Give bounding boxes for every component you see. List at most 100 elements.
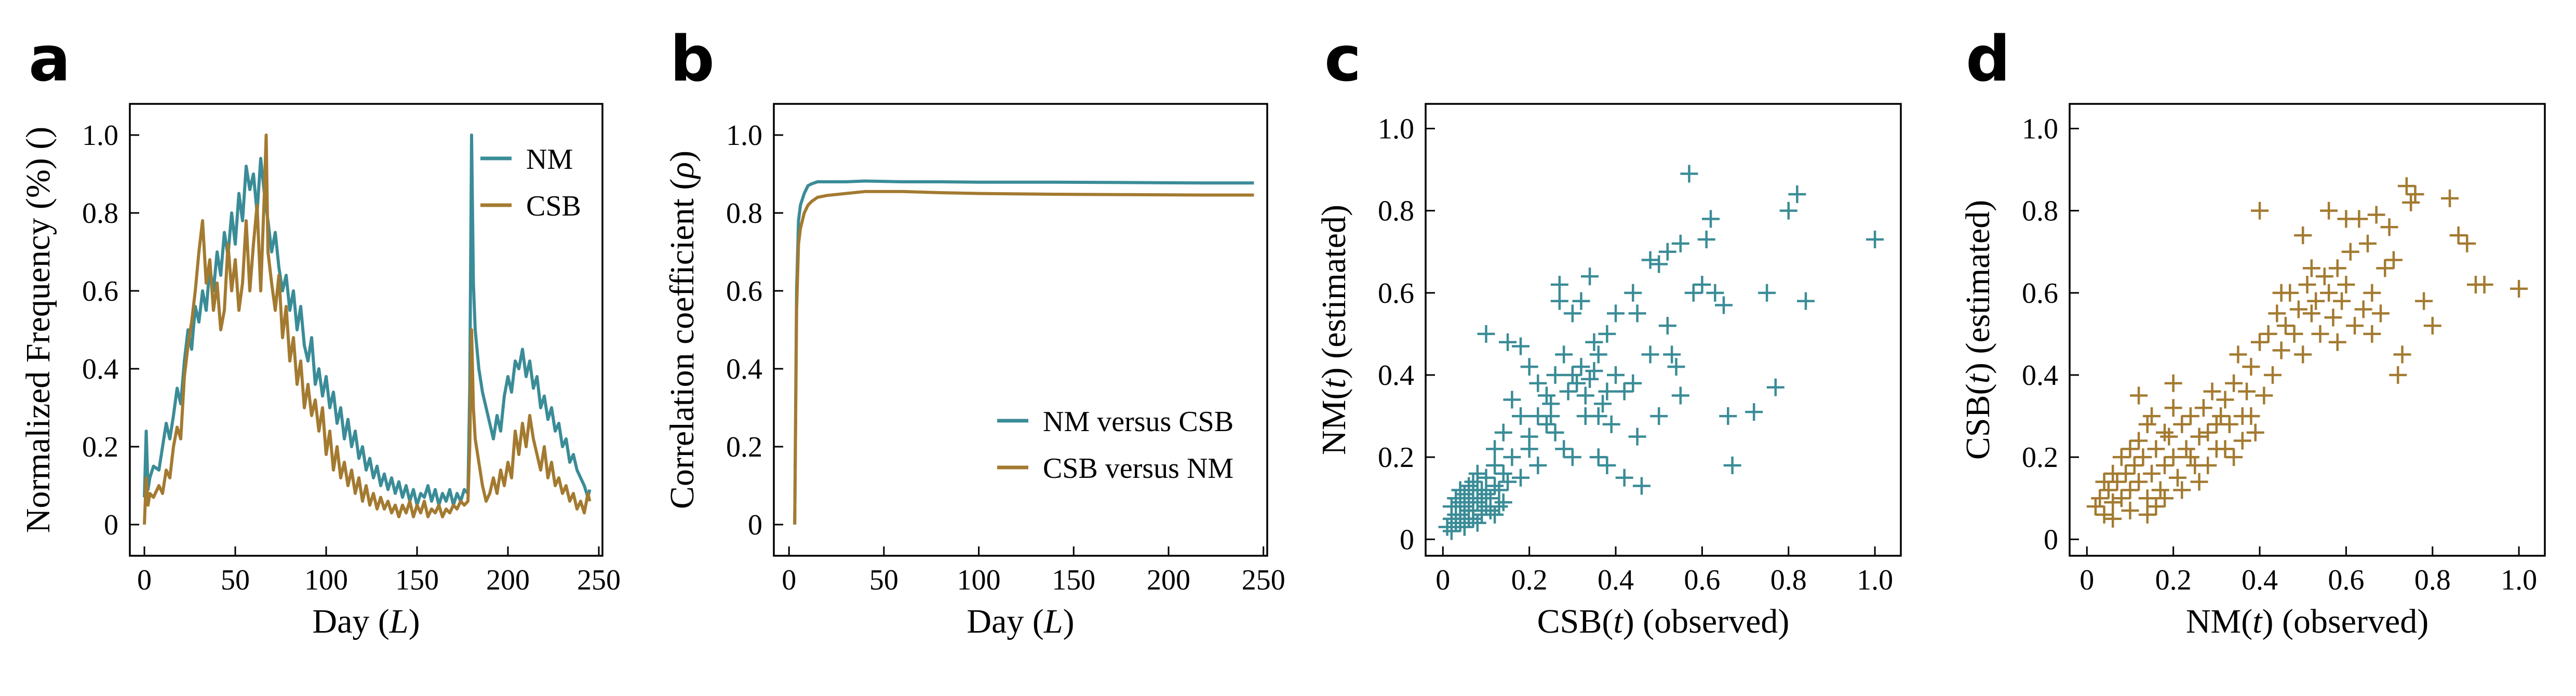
plot-area (143, 133, 592, 525)
scatter-point (1537, 386, 1555, 405)
panel-b: b 0 50 100 150 200 250 0 0.2 0.4 0.6 0.8 1.0 Day (L) C… (663, 23, 1285, 640)
scatter-point (1529, 374, 1547, 392)
scatter-point (2272, 341, 2290, 359)
axes-frame (2069, 103, 2546, 557)
legend-label: NM versus CSB (1043, 406, 1233, 438)
scatter-point (2406, 185, 2424, 203)
scatter-point (1680, 165, 1698, 183)
scatter-point (1628, 304, 1646, 323)
scatter-point (1766, 378, 1785, 396)
x-tick-label: 0.6 (1684, 564, 1720, 596)
x-tick-label: 0.8 (2414, 564, 2451, 596)
scatter-point (2164, 448, 2182, 466)
yaxis-label: Correlation coefficient (ρ) (663, 151, 701, 509)
scatter-point (1477, 469, 1495, 487)
y-tick-label: 1.0 (82, 119, 118, 152)
scatter-point (1797, 292, 1815, 310)
scatter-point (2346, 317, 2364, 335)
scatter-point (1486, 477, 1504, 495)
x-tick-label: 0.2 (2155, 564, 2192, 596)
scatter-point (2130, 432, 2148, 450)
scatter-point (1559, 382, 1577, 400)
scatter-point (1628, 427, 1646, 446)
scatter-point (2302, 259, 2320, 277)
y-tick-label: 0.4 (726, 353, 762, 385)
x-tick-label: 0.2 (1511, 564, 1548, 596)
scatter-point (2294, 226, 2312, 245)
scatter-point (1546, 366, 1564, 384)
scatter-point (2156, 489, 2174, 507)
scatter-point (2302, 304, 2320, 323)
panel-a: a 0 50 100 150 200 250 0 0.2 0.4 0.6 0.8 1.0 Day (L) N… (19, 23, 621, 640)
scatter-point (2095, 473, 2113, 491)
scatter-point (1745, 403, 1763, 421)
x-tick-label: 250 (577, 564, 621, 596)
y-tick-label: 0.2 (1378, 441, 1414, 474)
scatter-point (2138, 505, 2156, 524)
scatter-point (2441, 189, 2459, 207)
scatter-point (1477, 485, 1495, 503)
scatter-point (2328, 333, 2346, 351)
scatter-point (1438, 518, 1456, 536)
scatter-point (2311, 325, 2329, 343)
y-tick-label: 0.4 (82, 353, 118, 385)
scatter-point (2168, 469, 2186, 487)
scatter-point (2363, 325, 2381, 343)
scatter-point (1585, 333, 1603, 351)
xaxis-label: Day (L) (967, 603, 1074, 640)
scatter-point (1451, 514, 1469, 532)
panel-letter: d (1966, 23, 2010, 96)
x-tick-label: 0 (1435, 564, 1450, 596)
axes-frame (129, 103, 603, 557)
scatter-point (2229, 345, 2247, 364)
scatter-point (1520, 440, 1538, 458)
scatter-point (2121, 481, 2139, 499)
scatter-point (1555, 345, 1573, 364)
scatter-point (2190, 427, 2208, 446)
scatter-point (2276, 317, 2295, 335)
legend-label: NM (526, 143, 573, 176)
x-tick-label: 200 (1147, 564, 1190, 596)
scatter-point (2104, 510, 2122, 528)
scatter-point (2181, 448, 2199, 466)
scatter-point (1490, 498, 1508, 516)
y-tick-label: 0.8 (2022, 195, 2058, 227)
x-tick-label: 0 (137, 564, 152, 596)
scatter-point (2320, 284, 2338, 302)
scatter-point (2173, 415, 2191, 433)
scatter-point (2458, 234, 2476, 252)
scatter-point (1529, 407, 1547, 425)
scatter-point (2173, 481, 2191, 499)
y-tick-label: 0.8 (82, 197, 118, 230)
scatter-point (2259, 325, 2277, 343)
scatter-point (2246, 423, 2264, 441)
scatter-point (1576, 386, 1594, 405)
scatter-point (1714, 296, 1733, 314)
series-line-csb-versus-nm (793, 190, 1254, 525)
scatter-point (1650, 407, 1668, 425)
scatter-point (2328, 259, 2346, 277)
scatter-point (2143, 407, 2161, 425)
scatter-point (1563, 304, 1581, 323)
scatter-point (2242, 358, 2260, 376)
y-tick-label: 0 (748, 509, 762, 541)
x-tick-label: 100 (957, 564, 1001, 596)
scatter-point (1468, 464, 1486, 483)
scatter-point (1494, 423, 1512, 441)
scatter-point (2207, 415, 2225, 433)
scatter-point (2315, 267, 2333, 286)
yaxis-label: CSB(t) (estimated) (1959, 200, 1997, 460)
x-tick-label: 150 (395, 564, 439, 596)
scatter-point (2354, 300, 2372, 318)
scatter-point (2164, 374, 2182, 392)
scatter-point (1512, 469, 1530, 487)
legend-label: CSB (526, 190, 581, 222)
scatter-point (1598, 325, 1616, 343)
scatter-point (2324, 309, 2342, 327)
y-tick-label: 0 (104, 509, 118, 541)
scatter-point (1589, 345, 1607, 364)
scatter-point (2337, 276, 2355, 293)
series-line-csb (143, 133, 592, 525)
y-tick-label: 0.2 (82, 431, 118, 463)
